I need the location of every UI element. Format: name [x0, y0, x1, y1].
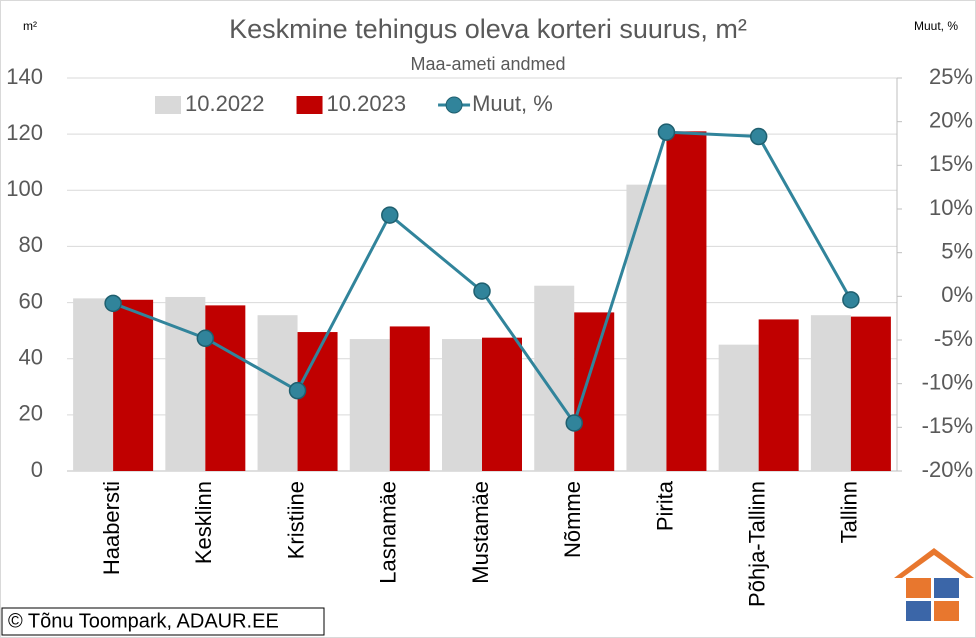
source: © Tõnu Toompark, ADAUR.EE [8, 610, 279, 632]
y-tick-label: 80 [19, 232, 43, 257]
bar [666, 131, 707, 472]
source-box [1, 607, 325, 636]
bar [73, 298, 114, 471]
x-tick-label: Kesklinn [191, 481, 216, 564]
bar [850, 316, 891, 471]
x-tick-label: Haabersti [99, 481, 124, 575]
legend-label: 10.2023 [327, 91, 407, 116]
legend-label: Muut, % [472, 91, 553, 116]
x-tick-label: Tallinn [837, 481, 862, 543]
line-marker [842, 291, 860, 309]
y2-tick-label: 15% [929, 151, 973, 176]
bar [165, 296, 206, 471]
y2-tick-label: 20% [929, 107, 973, 132]
logo-piece [934, 578, 959, 598]
logo-piece [906, 578, 931, 598]
legend: 10.2022 10.2023 Muut, % [150, 88, 590, 122]
line-marker [196, 329, 215, 348]
legend-swatch [155, 96, 181, 114]
legend-label: 10.2022 [185, 91, 265, 116]
bar [205, 305, 246, 471]
y-tick-label: 60 [19, 288, 43, 313]
logo [894, 548, 974, 621]
x-tick-label: Põhja-Tallinn [744, 481, 769, 607]
bar [626, 184, 667, 471]
line-marker [288, 381, 307, 400]
line-marker [104, 294, 122, 313]
bar [718, 344, 759, 471]
chart-subtitle: Maa-ameti andmed [410, 54, 565, 74]
legend-box [150, 88, 590, 122]
bar [482, 337, 522, 471]
bar [534, 285, 575, 471]
y2-tick-label: 0% [941, 282, 973, 307]
y-axis-label: m² [23, 19, 37, 33]
y-tick-label: 100 [6, 176, 43, 201]
bar [349, 339, 390, 471]
bar [810, 315, 851, 471]
y-tick-label: 40 [19, 345, 43, 370]
y2-tick-label: 10% [929, 195, 973, 220]
line-marker [749, 127, 768, 146]
line-marker [473, 282, 491, 300]
x-tick-label: Pirita [652, 480, 677, 531]
chart-title: Keskmine tehingus oleva korteri suurus, … [229, 14, 747, 44]
line-marker [565, 414, 583, 432]
bar [113, 299, 154, 471]
bar [758, 319, 799, 471]
y-tick-label: 140 [6, 64, 43, 89]
y2-axis-label: Muut, % [914, 19, 958, 33]
x-tick-label: Lasnamäe [376, 481, 401, 584]
y2-tick-label: 5% [941, 238, 973, 263]
bar [442, 339, 482, 471]
bar [574, 312, 615, 471]
y2-tick-label: -5% [934, 326, 973, 351]
bar [389, 326, 430, 471]
y2-tick-label: -10% [922, 369, 973, 394]
y2-tick-label: 25% [929, 64, 973, 89]
x-tick-label: Nõmme [560, 481, 585, 558]
x-tick-label: Mustamäe [468, 481, 493, 584]
y-tick-label: 20 [19, 401, 43, 426]
logo-piece [906, 601, 931, 621]
line-marker [381, 206, 399, 224]
y-tick-label: 120 [6, 120, 43, 145]
x-tick-label: Kristiine [283, 481, 308, 559]
y2-tick-label: -15% [922, 413, 973, 438]
y2-tick-label: -20% [922, 457, 973, 482]
legend-swatch [296, 96, 323, 114]
line-marker [657, 123, 676, 141]
logo-roof [894, 548, 974, 578]
legend-swatch [445, 96, 463, 114]
y-tick-label: 0 [31, 457, 43, 482]
logo-piece [934, 601, 959, 621]
